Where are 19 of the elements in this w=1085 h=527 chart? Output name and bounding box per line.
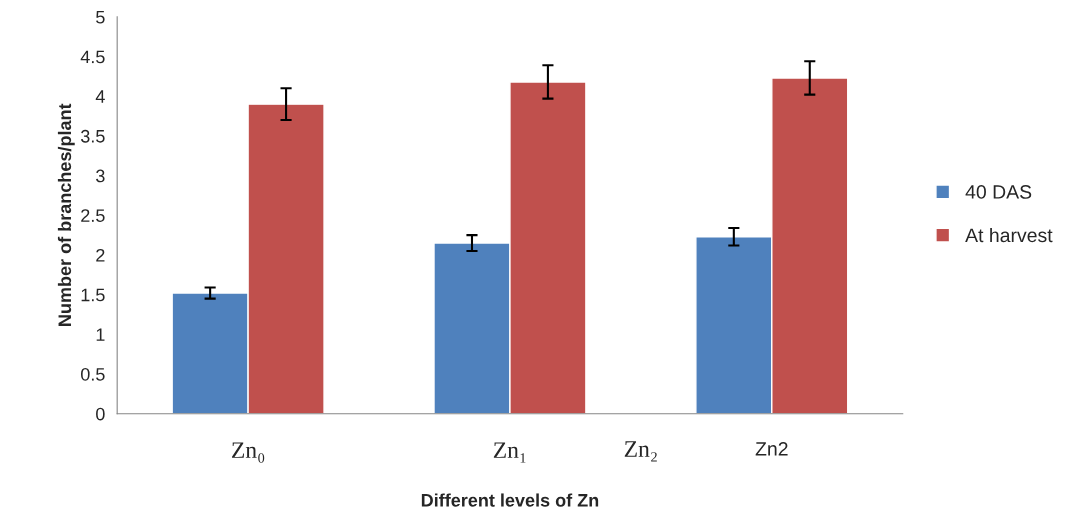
- legend-label: At harvest: [965, 227, 1053, 243]
- x-tick-label: Zn₀: [232, 442, 265, 463]
- x-axis-title: Different levels of Zn: [421, 493, 599, 507]
- y-tick-label: 3.5: [80, 129, 105, 143]
- y-tick-label: 1.5: [81, 288, 105, 302]
- y-tick-label: 0: [96, 407, 105, 421]
- y-tick-label: 2: [96, 248, 105, 262]
- y-axis-title: Number of branches/plant: [57, 103, 75, 326]
- x-tick-label: Zn₁: [493, 442, 526, 463]
- y-tick-label: 1: [96, 328, 105, 341]
- text: Zn₂: [624, 441, 657, 462]
- y-tick-label: 4.5: [80, 50, 105, 64]
- y-tick-label: 5: [96, 10, 105, 24]
- y-tick-label: 2.5: [81, 209, 105, 222]
- y-tick-label: 4: [95, 90, 105, 103]
- y-tick-label: 0.5: [80, 367, 105, 381]
- y-tick-label: 3: [96, 169, 105, 183]
- legend-label: 40 DAS: [965, 185, 1032, 199]
- x-tick-label: Zn2: [755, 441, 788, 456]
